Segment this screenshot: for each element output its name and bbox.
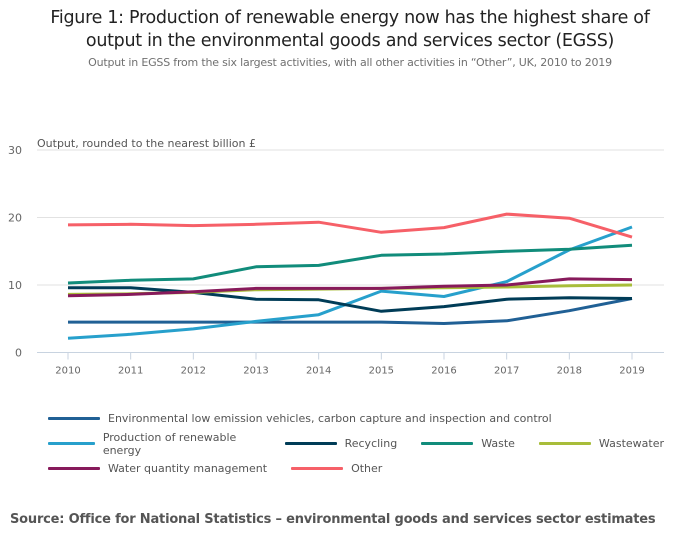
series-line-waste [67, 243, 633, 285]
legend-swatch [538, 442, 591, 445]
legend-label: Other [351, 462, 383, 475]
legend-swatch [48, 467, 100, 470]
x-tick-label: 2011 [118, 366, 143, 377]
x-tick-label: 2014 [306, 366, 331, 377]
series-line-water-quantity-management [67, 277, 633, 298]
x-tick-label: 2015 [369, 366, 394, 377]
x-tick-label: 2019 [619, 366, 644, 377]
y-tick-label: 30 [8, 144, 22, 157]
chart-title: Figure 1: Production of renewable energy… [0, 7, 700, 53]
legend-item[interactable]: Environmental low emission vehicles, car… [48, 412, 552, 425]
x-tick-label: 2010 [55, 366, 80, 377]
x-tick-label: 2016 [431, 366, 456, 377]
legend-label: Waste [481, 437, 515, 450]
y-tick-label: 0 [15, 347, 22, 360]
legend-item[interactable]: Wastewater [538, 437, 664, 450]
source-note: Source: Office for National Statistics –… [10, 512, 656, 527]
legend-item[interactable]: Recycling [284, 437, 398, 450]
legend-row: Environmental low emission vehicles, car… [48, 406, 688, 431]
legend-label: Water quantity management [108, 462, 268, 475]
series-lines [67, 212, 633, 340]
series-line-environmental-low-emission-vehicles-carbon-capture-and-inspection-and-control [68, 297, 633, 325]
y-axis-label: Output, rounded to the nearest billion £ [37, 137, 256, 150]
legend-item[interactable]: Waste [421, 437, 515, 450]
line-chart: 0 10 20 30 2010 2011 2012 2013 2014 2015 2016 2017… [8, 137, 664, 377]
legend-swatch [291, 467, 344, 470]
y-axis-ticks: 0 10 20 30 [8, 144, 22, 360]
legend-label: Production of renewable energy [102, 430, 237, 457]
x-tick-label: 2013 [243, 366, 268, 377]
y-tick-label: 20 [8, 212, 22, 225]
chart-title-line: Figure 1: Production of renewable energy… [50, 8, 650, 28]
x-tick-label: 2017 [494, 366, 519, 377]
series-line-production-of-renewable-energy [67, 225, 633, 340]
legend-item[interactable]: Production of renewable energy [48, 431, 261, 457]
legend-swatch [48, 442, 95, 445]
legend-label: Recycling [344, 437, 398, 450]
chart-title-line: output in the environmental goods and se… [85, 31, 615, 51]
legend-item[interactable]: Water quantity management [48, 462, 267, 475]
y-tick-label: 10 [8, 279, 22, 292]
x-tick-label: 2012 [181, 366, 206, 377]
legend-item[interactable]: Other [291, 462, 382, 475]
legend-row: Production of renewable energy Recycling W… [48, 431, 688, 457]
x-tick-label: 2018 [557, 366, 582, 377]
legend: Environmental low emission vehicles, car… [48, 406, 688, 481]
series-line-recycling [68, 286, 633, 313]
legend-row: Water quantity management Other [48, 456, 688, 481]
legend-label: Wastewater [598, 437, 664, 450]
legend-swatch [284, 442, 337, 445]
legend-swatch [421, 442, 474, 445]
series-line-other [67, 212, 633, 239]
legend-swatch [48, 417, 100, 420]
x-axis-ticks: 2010 2011 2012 2013 2014 2015 2016 2017 2018 2019 [55, 352, 645, 377]
legend-label: Environmental low emission vehicles, car… [108, 412, 552, 425]
chart-subtitle: Output in EGSS from the six largest acti… [88, 56, 612, 69]
